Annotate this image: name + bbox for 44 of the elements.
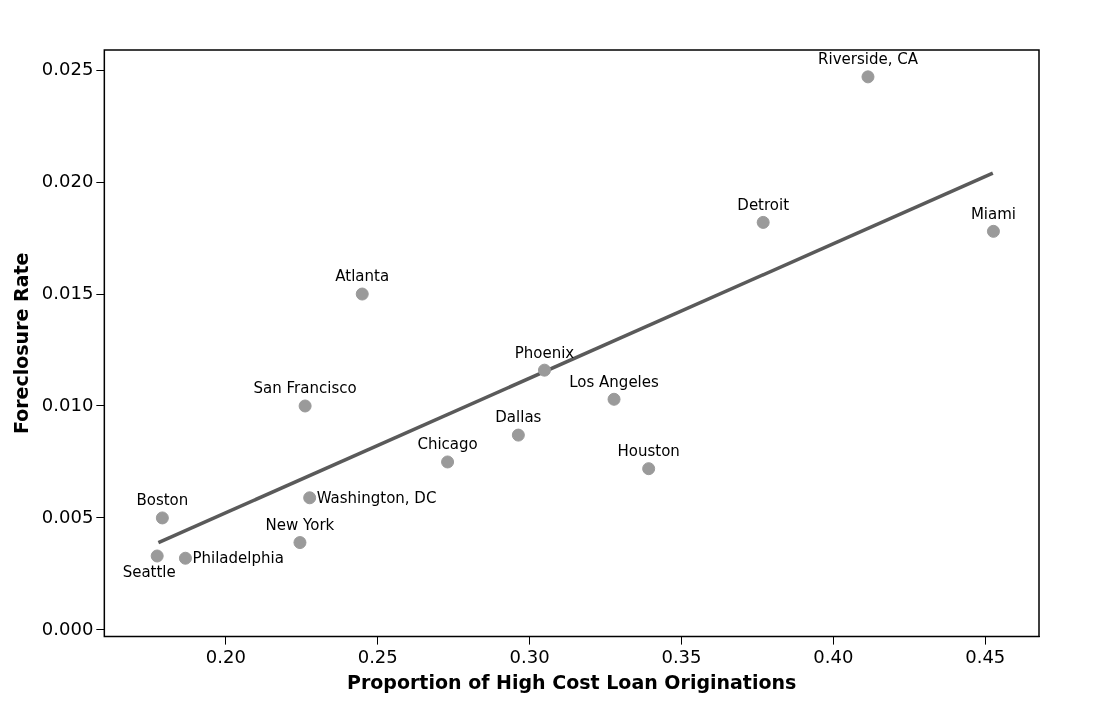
y-tick-label: 0.005 [41,505,94,527]
point [178,551,192,565]
y-axis-title: Foreclosure Rate [10,252,33,435]
point [355,287,369,301]
annotation: Dallas [495,408,542,427]
y-tick-label: 0.020 [41,169,94,191]
y-tick-label: 0.000 [41,617,94,639]
y-tick-label: 0.010 [41,393,94,415]
point [298,399,312,413]
point [293,536,307,550]
annotation: Washington, DC [316,488,437,507]
x-axis-title: Proportion of High Cost Loan Originations [346,670,797,693]
point [756,215,770,229]
point [642,462,656,476]
annotation: San Francisco [253,379,357,398]
annotation: Boston [136,491,189,510]
point [537,363,551,377]
annotation: Los Angeles [569,372,660,391]
annotation: Phoenix [514,343,575,362]
x-tick-label: 0.35 [661,646,702,668]
annotation: Riverside, CA [818,50,919,69]
point [303,491,317,505]
point [155,511,169,525]
point [986,224,1000,238]
annotation: Atlanta [335,267,390,286]
point [150,549,164,563]
x-tick-label: 0.20 [205,646,246,668]
annotation: Seattle [122,563,176,582]
x-tick-label: 0.45 [965,646,1006,668]
y-tick-label: 0.025 [41,57,94,79]
point [607,392,621,406]
y-tick-label: 0.015 [41,281,94,303]
annotation: New York [265,515,335,534]
annotation: Miami [970,204,1016,223]
annotation: Philadelphia [192,549,284,568]
point [511,428,525,442]
x-tick-label: 0.40 [813,646,854,668]
annotation: Houston [617,442,680,461]
annotation: Chicago [417,435,478,454]
x-tick-label: 0.30 [509,646,550,668]
annotation: Detroit [737,195,790,214]
x-tick-label: 0.25 [357,646,398,668]
point [861,70,875,84]
point [441,455,455,469]
